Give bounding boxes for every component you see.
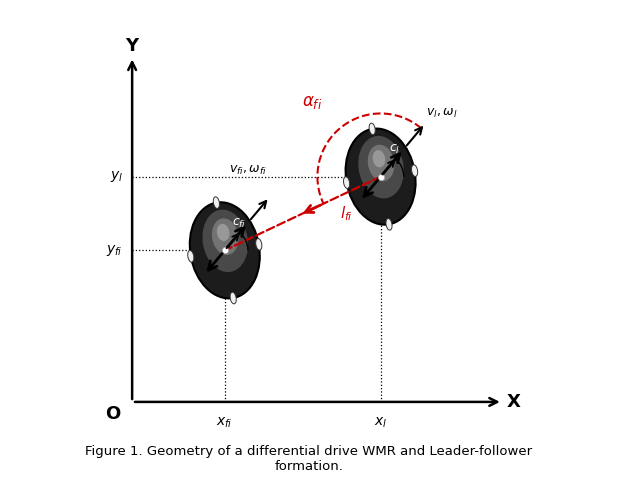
Text: Y: Y: [125, 37, 138, 55]
Text: $\theta_{fi}$: $\theta_{fi}$: [247, 252, 262, 268]
Ellipse shape: [344, 177, 350, 188]
Ellipse shape: [190, 202, 260, 299]
Text: $\theta_l$: $\theta_l$: [402, 178, 413, 194]
Ellipse shape: [217, 224, 229, 241]
Text: O: O: [106, 405, 121, 423]
Text: $c_l$: $c_l$: [389, 143, 400, 156]
Ellipse shape: [358, 136, 404, 198]
Text: $y_l$: $y_l$: [109, 169, 123, 184]
Text: $y_{fi}$: $y_{fi}$: [106, 243, 123, 258]
Text: $l_{fi}$: $l_{fi}$: [341, 205, 353, 223]
Text: $c_{fi}$: $c_{fi}$: [232, 217, 247, 230]
Text: $x_l$: $x_l$: [374, 415, 387, 430]
Ellipse shape: [412, 165, 418, 177]
Text: X: X: [506, 393, 520, 411]
Ellipse shape: [212, 218, 239, 255]
Text: $x_{fi}$: $x_{fi}$: [216, 415, 233, 430]
Text: Figure 1. Geometry of a differential drive WMR and Leader-follower
formation.: Figure 1. Geometry of a differential dri…: [85, 445, 533, 473]
Text: $v_{fi},\omega_{fi}$: $v_{fi},\omega_{fi}$: [229, 164, 267, 177]
Ellipse shape: [386, 218, 392, 230]
Ellipse shape: [368, 145, 394, 181]
Ellipse shape: [188, 251, 194, 262]
Text: $\alpha_{fi}$: $\alpha_{fi}$: [302, 92, 323, 110]
Ellipse shape: [345, 129, 416, 225]
Ellipse shape: [373, 150, 385, 167]
Text: $v_l,\omega_l$: $v_l,\omega_l$: [426, 106, 457, 120]
Ellipse shape: [230, 292, 236, 304]
Ellipse shape: [256, 239, 262, 250]
Ellipse shape: [203, 210, 248, 272]
Ellipse shape: [213, 197, 219, 209]
Ellipse shape: [369, 123, 375, 135]
